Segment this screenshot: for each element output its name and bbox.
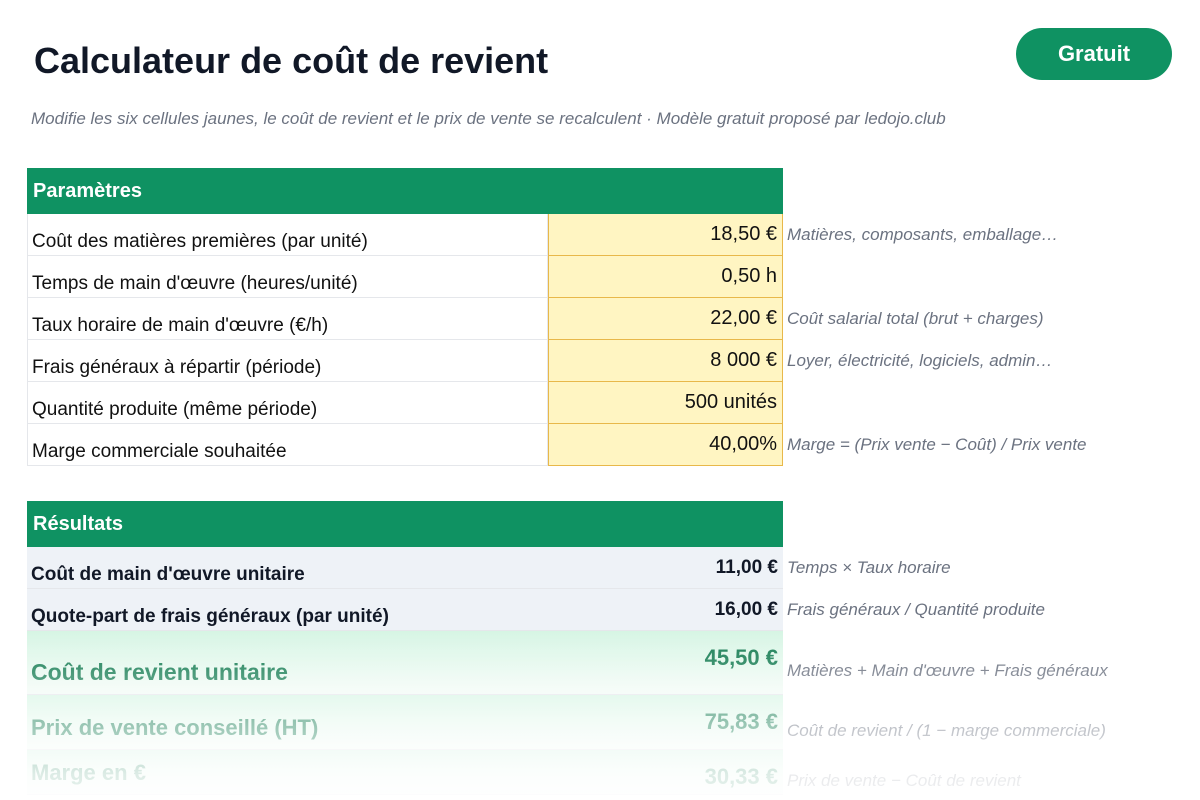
result-value: 30,33 €: [548, 750, 783, 795]
param-label: Marge commerciale souhaitée: [27, 424, 548, 466]
param-note: Loyer, électricité, logiciels, admin…: [787, 351, 1053, 370]
param-label: Frais généraux à répartir (période): [27, 340, 548, 382]
badge[interactable]: Gratuit: [1016, 28, 1172, 80]
result-note: Frais généraux / Quantité produite: [787, 600, 1045, 619]
result-label: Marge en €: [27, 750, 548, 795]
result-note: Prix de vente − Coût de revient: [787, 770, 1021, 790]
section-header: Paramètres: [27, 168, 783, 214]
param-label: Taux horaire de main d'œuvre (€/h): [27, 298, 548, 340]
title: Calculateur de coût de revient: [34, 40, 549, 81]
result-note: Coût de revient / (1 − marge commerciale…: [787, 720, 1106, 740]
result-label: Coût de revient unitaire: [27, 631, 548, 695]
section-header: Résultats: [27, 501, 783, 547]
param-label: Coût des matières premières (par unité): [27, 214, 548, 256]
param-value: 500 unités: [548, 382, 783, 424]
param-label: Quantité produite (même période): [27, 382, 548, 424]
param-value: 8 000 €: [548, 340, 783, 382]
result-value: 16,00 €: [548, 589, 783, 631]
result-value: 45,50 €: [548, 631, 783, 695]
result-value: 75,83 €: [548, 695, 783, 750]
result-note: Temps × Taux horaire: [787, 558, 951, 577]
result-label: Quote-part de frais généraux (par unité): [27, 589, 548, 631]
result-note: Matières + Main d'œuvre + Frais généraux: [787, 661, 1108, 680]
param-value: 0,50 h: [548, 256, 783, 298]
param-value: 40,00%: [548, 424, 783, 466]
subtitle: Modifie les six cellules jaunes, le coût…: [31, 109, 946, 128]
param-note: Coût salarial total (brut + charges): [787, 309, 1044, 328]
param-note: Matières, composants, emballage…: [787, 225, 1059, 244]
param-value: 22,00 €: [548, 298, 783, 340]
result-label: Prix de vente conseillé (HT): [27, 695, 548, 750]
result-value: 11,00 €: [548, 547, 783, 589]
param-label: Temps de main d'œuvre (heures/unité): [27, 256, 548, 298]
param-value: 18,50 €: [548, 214, 783, 256]
result-label: Coût de main d'œuvre unitaire: [27, 547, 548, 589]
param-note: Marge = (Prix vente − Coût) / Prix vente: [787, 435, 1087, 454]
